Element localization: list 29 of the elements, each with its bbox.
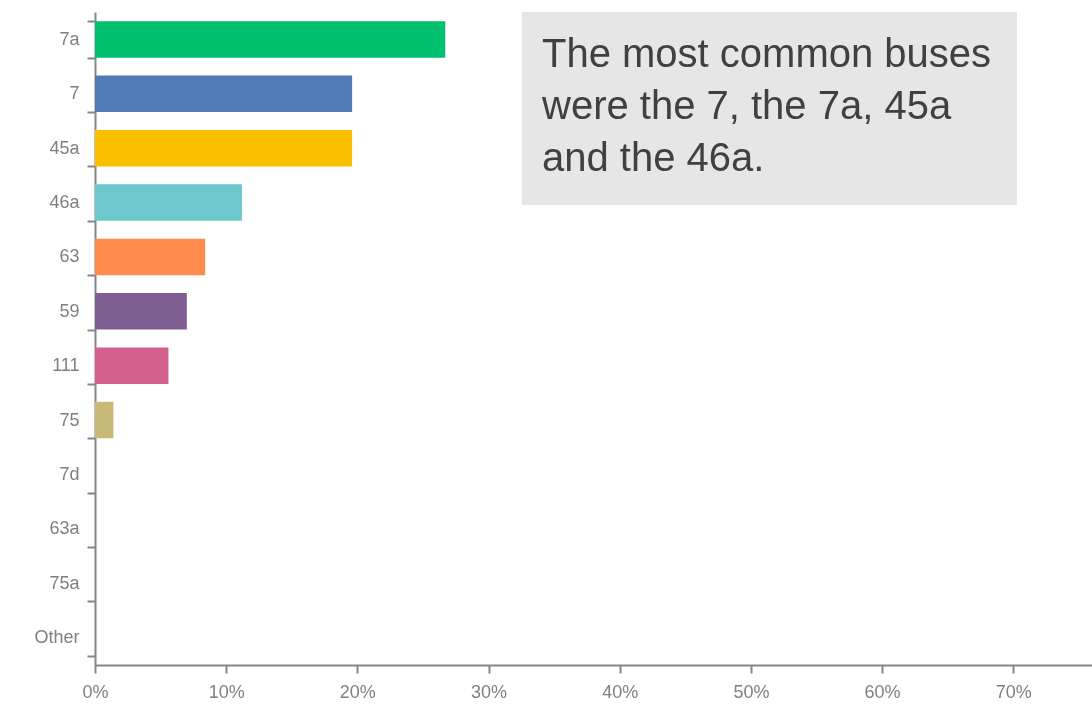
y-tick-label: 75a [49, 572, 81, 593]
bar [95, 293, 187, 330]
y-tick-label: 59 [59, 300, 80, 321]
x-tick-label: 40% [602, 681, 639, 702]
annotation: The most common buses were the 7, the 7a, 45a and the 46a. [522, 12, 1017, 205]
y-tick-label: 7a [59, 28, 81, 49]
x-tick-label: 0% [82, 681, 109, 702]
bar [95, 347, 169, 384]
y-tick-label: 46a [49, 192, 81, 213]
bar [95, 401, 114, 439]
y-tick-label: 75 [59, 409, 80, 430]
bar [95, 129, 353, 167]
x-tick-label: 20% [339, 681, 376, 702]
y-tick-label: Other [34, 627, 80, 648]
y-tick-label: 7 [69, 83, 80, 104]
y-tick-label: 63 [59, 246, 80, 267]
x-tick-label: 70% [995, 681, 1032, 702]
bar [95, 184, 242, 221]
y-tick-label: 45a [49, 137, 81, 158]
y-tick-label: 111 [52, 355, 80, 376]
bar [95, 238, 206, 276]
bar [95, 21, 446, 58]
x-tick-label: 60% [864, 681, 901, 702]
y-tick-label: 7d [59, 463, 80, 484]
y-tick-label: 63a [49, 518, 81, 539]
x-tick-label: 30% [471, 681, 508, 702]
x-tick-label: 50% [733, 681, 770, 702]
bar [95, 75, 353, 113]
x-tick-label: 10% [208, 681, 245, 702]
